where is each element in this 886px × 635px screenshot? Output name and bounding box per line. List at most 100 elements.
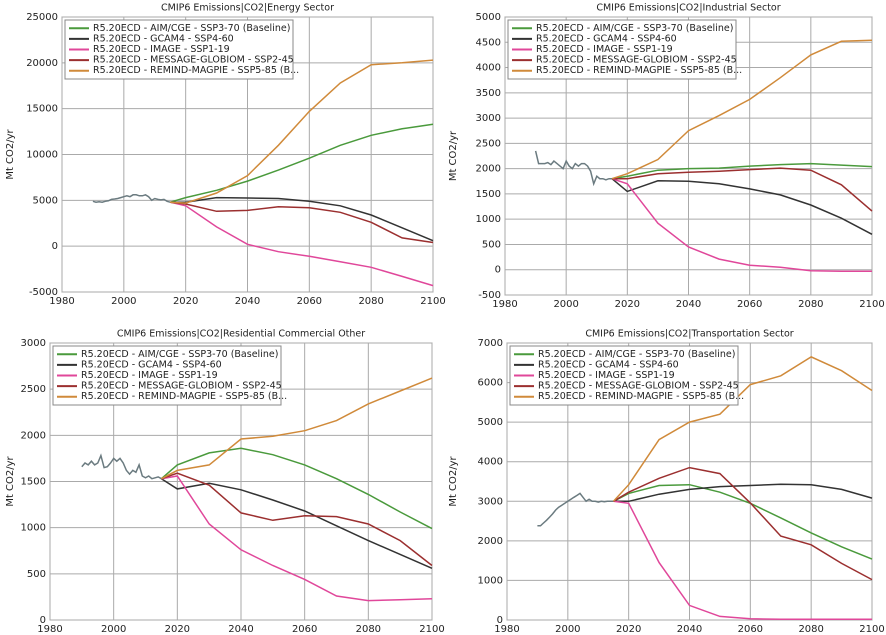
series-line xyxy=(612,167,873,212)
legend: R5.20ECD - AIM/CGE - SSP3-70 (Baseline)R… xyxy=(509,345,744,406)
y-tick-label: 500 xyxy=(27,569,46,580)
legend-label: R5.20ECD - AIM/CGE - SSP3-70 (Baseline) xyxy=(536,23,733,34)
y-tick-label: -5000 xyxy=(29,287,58,298)
series-line xyxy=(611,39,873,180)
legend-box xyxy=(509,345,739,406)
y-tick-label: 15000 xyxy=(26,104,58,115)
x-tick-label: 2060 xyxy=(292,624,317,635)
y-tick-label: 25000 xyxy=(26,12,58,23)
chart-title: CMIP6 Emissions|CO2|Energy Sector xyxy=(161,3,334,14)
series-line xyxy=(160,447,433,530)
series-line xyxy=(611,178,873,235)
y-tick-label: 5000 xyxy=(478,417,503,428)
legend-box xyxy=(507,19,737,80)
x-tick-label: 2000 xyxy=(101,624,126,635)
y-tick-label: 500 xyxy=(482,239,501,250)
y-tick-label: 6000 xyxy=(478,378,503,389)
x-tick-label: 2060 xyxy=(297,296,322,307)
chart-panel: CMIP6 Emissions|CO2|Transportation Secto… xyxy=(448,329,885,635)
history-line xyxy=(81,453,162,480)
x-tick-label: 2080 xyxy=(798,624,823,635)
x-tick-label: 2000 xyxy=(111,296,136,307)
y-tick-label: 5000 xyxy=(33,195,58,206)
legend: R5.20ECD - AIM/CGE - SSP3-70 (Baseline)R… xyxy=(64,19,299,80)
series-line xyxy=(613,466,873,581)
x-tick-label: 2080 xyxy=(798,299,823,310)
y-tick-label: 7000 xyxy=(478,338,503,349)
y-tick-label: 20000 xyxy=(26,58,58,69)
legend-box xyxy=(52,345,282,406)
y-axis-label: Mt CO2/yr xyxy=(448,455,459,506)
x-tick-label: 2040 xyxy=(677,624,702,635)
y-tick-label: 2500 xyxy=(21,384,46,395)
x-tick-label: 2000 xyxy=(555,624,580,635)
legend-label: R5.20ECD - MESSAGE-GLOBIOM - SSP2-45 xyxy=(538,381,739,392)
series-line xyxy=(170,59,434,204)
x-tick-label: 2040 xyxy=(228,624,253,635)
x-tick-label: 2020 xyxy=(615,299,640,310)
y-tick-label: 2500 xyxy=(476,138,501,149)
history-line xyxy=(537,492,614,527)
x-tick-label: 2100 xyxy=(419,624,444,635)
series-line xyxy=(170,201,434,244)
legend-label: R5.20ECD - REMIND-MAGPIE - SSP5-85 (B... xyxy=(93,65,299,76)
legend-label: R5.20ECD - IMAGE - SSP1-19 xyxy=(81,370,218,381)
y-tick-label: 10000 xyxy=(26,150,58,161)
legend-label: R5.20ECD - IMAGE - SSP1-19 xyxy=(536,44,673,55)
x-tick-label: 1980 xyxy=(37,624,62,635)
legend: R5.20ECD - AIM/CGE - SSP3-70 (Baseline)R… xyxy=(52,345,287,406)
legend-label: R5.20ECD - AIM/CGE - SSP3-70 (Baseline) xyxy=(81,349,278,360)
y-tick-label: 3500 xyxy=(476,88,501,99)
y-axis-label: Mt CO2/yr xyxy=(5,455,16,506)
legend-label: R5.20ECD - AIM/CGE - SSP3-70 (Baseline) xyxy=(93,23,290,34)
y-tick-label: 5000 xyxy=(476,12,501,23)
y-tick-label: 4500 xyxy=(476,37,501,48)
x-tick-label: 1980 xyxy=(494,624,519,635)
x-tick-label: 2060 xyxy=(737,299,762,310)
y-tick-label: 3000 xyxy=(21,338,46,349)
series-line xyxy=(613,483,873,503)
legend-label: R5.20ECD - AIM/CGE - SSP3-70 (Baseline) xyxy=(538,349,735,360)
chart-title: CMIP6 Emissions|CO2|Transportation Secto… xyxy=(585,329,793,340)
x-tick-label: 2080 xyxy=(358,296,383,307)
y-tick-label: 3000 xyxy=(478,496,503,507)
x-tick-label: 2040 xyxy=(676,299,701,310)
history-line xyxy=(92,193,171,203)
x-tick-label: 2020 xyxy=(165,624,190,635)
series-line xyxy=(170,201,434,287)
y-tick-label: 1000 xyxy=(478,575,503,586)
x-tick-label: 2060 xyxy=(738,624,763,635)
y-axis-label: Mt CO2/yr xyxy=(5,128,16,179)
chart-panel: CMIP6 Emissions|CO2|Residential Commerci… xyxy=(5,329,445,635)
series-line xyxy=(611,177,872,272)
y-tick-label: 2000 xyxy=(21,430,46,441)
series-line xyxy=(169,123,434,203)
legend-label: R5.20ECD - IMAGE - SSP1-19 xyxy=(93,44,230,55)
legend-label: R5.20ECD - GCAM4 - SSP4-60 xyxy=(536,33,677,44)
chart-title: CMIP6 Emissions|CO2|Industrial Sector xyxy=(596,3,780,14)
legend-label: R5.20ECD - GCAM4 - SSP4-60 xyxy=(93,33,234,44)
x-tick-label: 2020 xyxy=(173,296,198,307)
y-tick-label: 1000 xyxy=(476,214,501,225)
series-line xyxy=(161,472,433,567)
y-tick-label: 1500 xyxy=(476,189,501,200)
legend-box xyxy=(64,19,294,80)
legend-label: R5.20ECD - GCAM4 - SSP4-60 xyxy=(538,359,679,370)
legend-label: R5.20ECD - REMIND-MAGPIE - SSP5-85 (B... xyxy=(538,391,744,402)
legend-label: R5.20ECD - GCAM4 - SSP4-60 xyxy=(81,359,222,370)
x-tick-label: 2100 xyxy=(859,299,884,310)
chart-panel: CMIP6 Emissions|CO2|Industrial Sector Mt … xyxy=(448,3,885,311)
y-tick-label: 0 xyxy=(497,615,503,626)
chart-title: CMIP6 Emissions|CO2|Residential Commerci… xyxy=(117,329,365,340)
y-tick-label: 2000 xyxy=(476,164,501,175)
y-tick-label: 3000 xyxy=(476,113,501,124)
series-line xyxy=(613,500,872,620)
y-tick-label: 2000 xyxy=(478,536,503,547)
legend-label: R5.20ECD - MESSAGE-GLOBIOM - SSP2-45 xyxy=(536,55,737,66)
y-tick-label: 1500 xyxy=(21,477,46,488)
x-tick-label: 2080 xyxy=(356,624,381,635)
chart-panel: CMIP6 Emissions|CO2|Energy Sector Mt CO2/… xyxy=(5,3,446,308)
legend: R5.20ECD - AIM/CGE - SSP3-70 (Baseline)R… xyxy=(507,19,742,80)
legend-label: R5.20ECD - REMIND-MAGPIE - SSP5-85 (B... xyxy=(81,391,287,402)
